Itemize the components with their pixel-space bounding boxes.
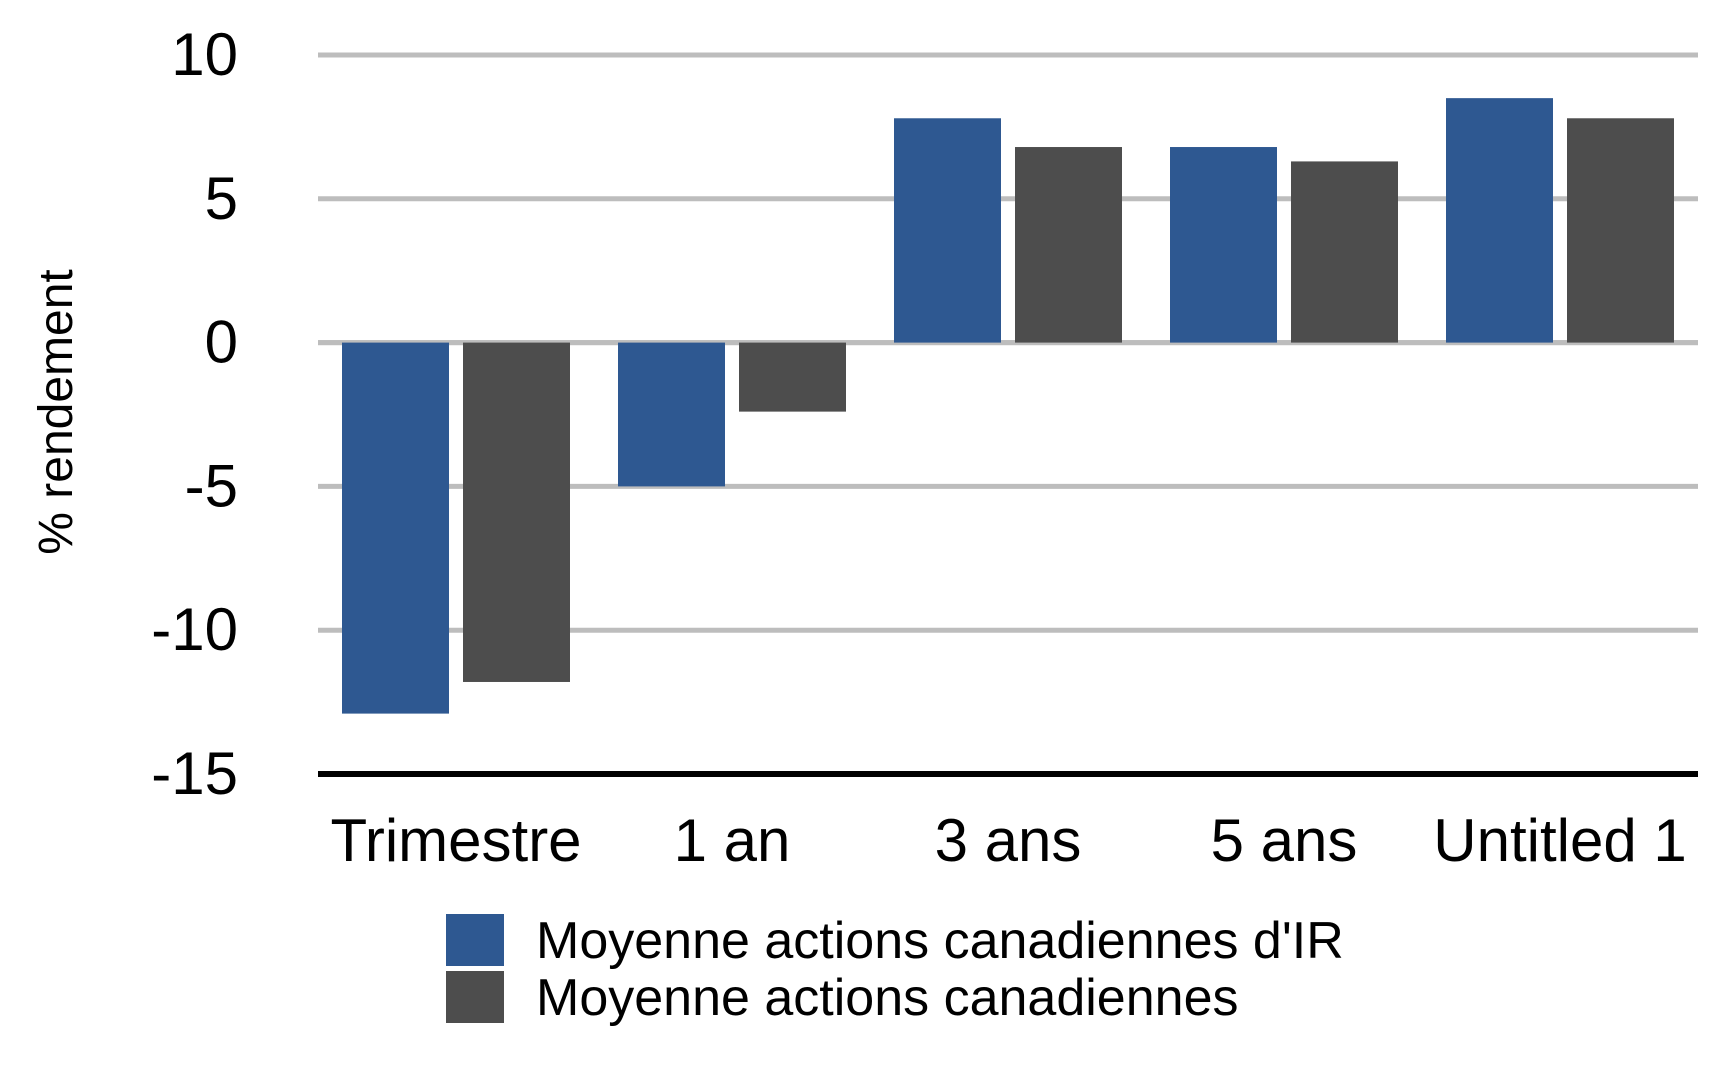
x-tick-label: Untitled 1 — [1433, 807, 1686, 874]
y-tick-label: -10 — [151, 596, 238, 663]
legend-label: Moyenne actions canadiennes d'IR — [536, 912, 1344, 970]
y-tick-label: -15 — [151, 740, 238, 807]
bar — [342, 342, 449, 714]
x-tick-label: 5 ans — [1211, 807, 1358, 874]
bar — [463, 342, 570, 682]
x-tick-label: Trimestre — [330, 807, 581, 874]
legend-swatch — [446, 971, 504, 1023]
bar — [1446, 98, 1553, 343]
y-tick-label: -5 — [185, 452, 238, 519]
legend: Moyenne actions canadiennes d'IRMoyenne … — [446, 912, 1344, 1027]
legend-swatch — [446, 914, 504, 966]
x-axis-tick-labels: Trimestre 1 an 3 ans 5 ans Untitled 1 — [330, 807, 1686, 874]
bar — [618, 342, 725, 487]
y-tick-label: 0 — [205, 309, 238, 376]
bar — [1015, 147, 1122, 343]
y-axis-tick-labels: 10 5 0 -5 -10 -15 — [151, 21, 238, 807]
y-tick-label: 5 — [205, 165, 238, 232]
x-tick-label: 3 ans — [935, 807, 1082, 874]
x-tick-label: 1 an — [674, 807, 791, 874]
bars — [342, 98, 1674, 714]
bar — [1170, 147, 1277, 343]
bar — [894, 118, 1001, 343]
bar — [1567, 118, 1674, 343]
y-tick-label: 10 — [171, 21, 238, 88]
y-axis-label: % rendement — [30, 269, 83, 555]
legend-label: Moyenne actions canadiennes — [536, 969, 1238, 1027]
bar — [739, 342, 846, 412]
bar — [1291, 161, 1398, 343]
